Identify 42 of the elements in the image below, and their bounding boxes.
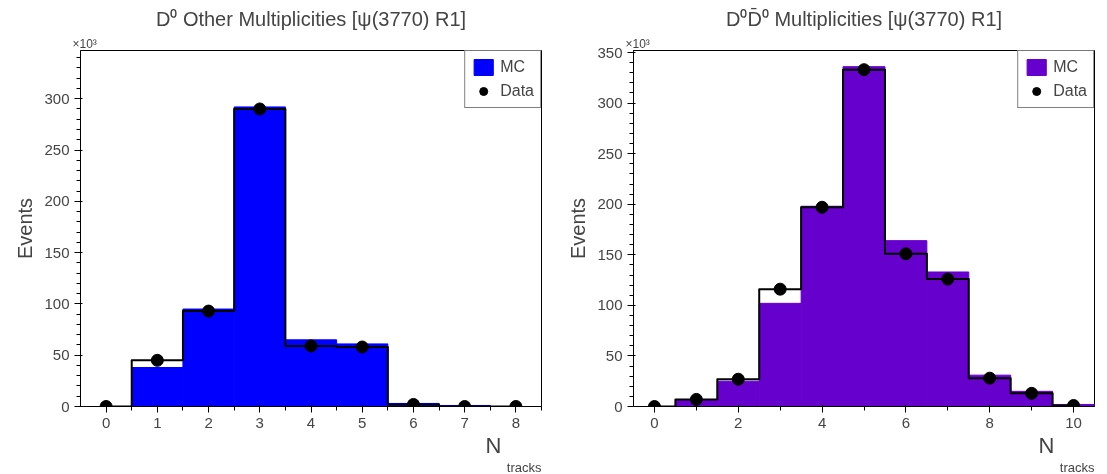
- y-tick-label: 50: [52, 346, 70, 364]
- legend-label: Data: [500, 82, 534, 100]
- y-tick-label: 0: [614, 397, 623, 415]
- x-tick-label: 1: [153, 413, 162, 431]
- x-tick-label: 0: [650, 413, 659, 431]
- y-axis-title: Events: [567, 197, 590, 260]
- y-tick-label: 200: [597, 195, 623, 213]
- x-axis-title: Ntracks: [485, 432, 542, 474]
- text: ×10³: [625, 36, 650, 51]
- legend-label: Data: [1053, 82, 1087, 100]
- x-tick-label: 7: [460, 413, 469, 431]
- chart-title: D⁰D̄⁰ Multiplicities [ψ(3770) R1]: [725, 7, 1003, 30]
- x-tick-label: 10: [1065, 413, 1082, 431]
- y-tick-label: 250: [44, 141, 70, 159]
- y-tick-label: 300: [44, 89, 70, 107]
- x-tick-label: 4: [817, 413, 827, 431]
- y-tick-label: 300: [597, 94, 623, 112]
- x-tick-label: 6: [901, 413, 911, 431]
- legend-label: MC: [500, 58, 526, 76]
- y-tick-label: 350: [597, 43, 623, 61]
- y-tick-label: 150: [44, 243, 70, 261]
- y-tick-label: 250: [597, 144, 623, 162]
- x-tick-label: 2: [204, 413, 213, 431]
- x-tick-label: 3: [255, 413, 264, 431]
- y-tick-label: 0: [61, 397, 70, 415]
- y-tick-label: 50: [605, 346, 623, 364]
- y-tick-label: 100: [597, 296, 623, 314]
- x-tick-label: 0: [101, 413, 111, 431]
- x-tick-label: 8: [985, 413, 994, 431]
- y-tick-label: 150: [597, 245, 623, 263]
- y-tick-label: 100: [44, 294, 70, 312]
- x-axis-title: Ntracks: [1038, 432, 1095, 474]
- y-axis-title: Events: [14, 197, 37, 260]
- y-tick-label: 200: [44, 192, 70, 210]
- chart-title: D⁰ Other Multiplicities [ψ(3770) R1]: [155, 7, 467, 30]
- x-tick-label: 6: [409, 413, 418, 431]
- x-tick-label: 4: [306, 413, 316, 431]
- x-tick-label: 2: [734, 413, 743, 431]
- x-tick-label: 5: [358, 413, 367, 431]
- x-tick-label: 8: [511, 413, 521, 431]
- text: ×10³: [72, 36, 97, 51]
- legend-label: MC: [1053, 58, 1079, 76]
